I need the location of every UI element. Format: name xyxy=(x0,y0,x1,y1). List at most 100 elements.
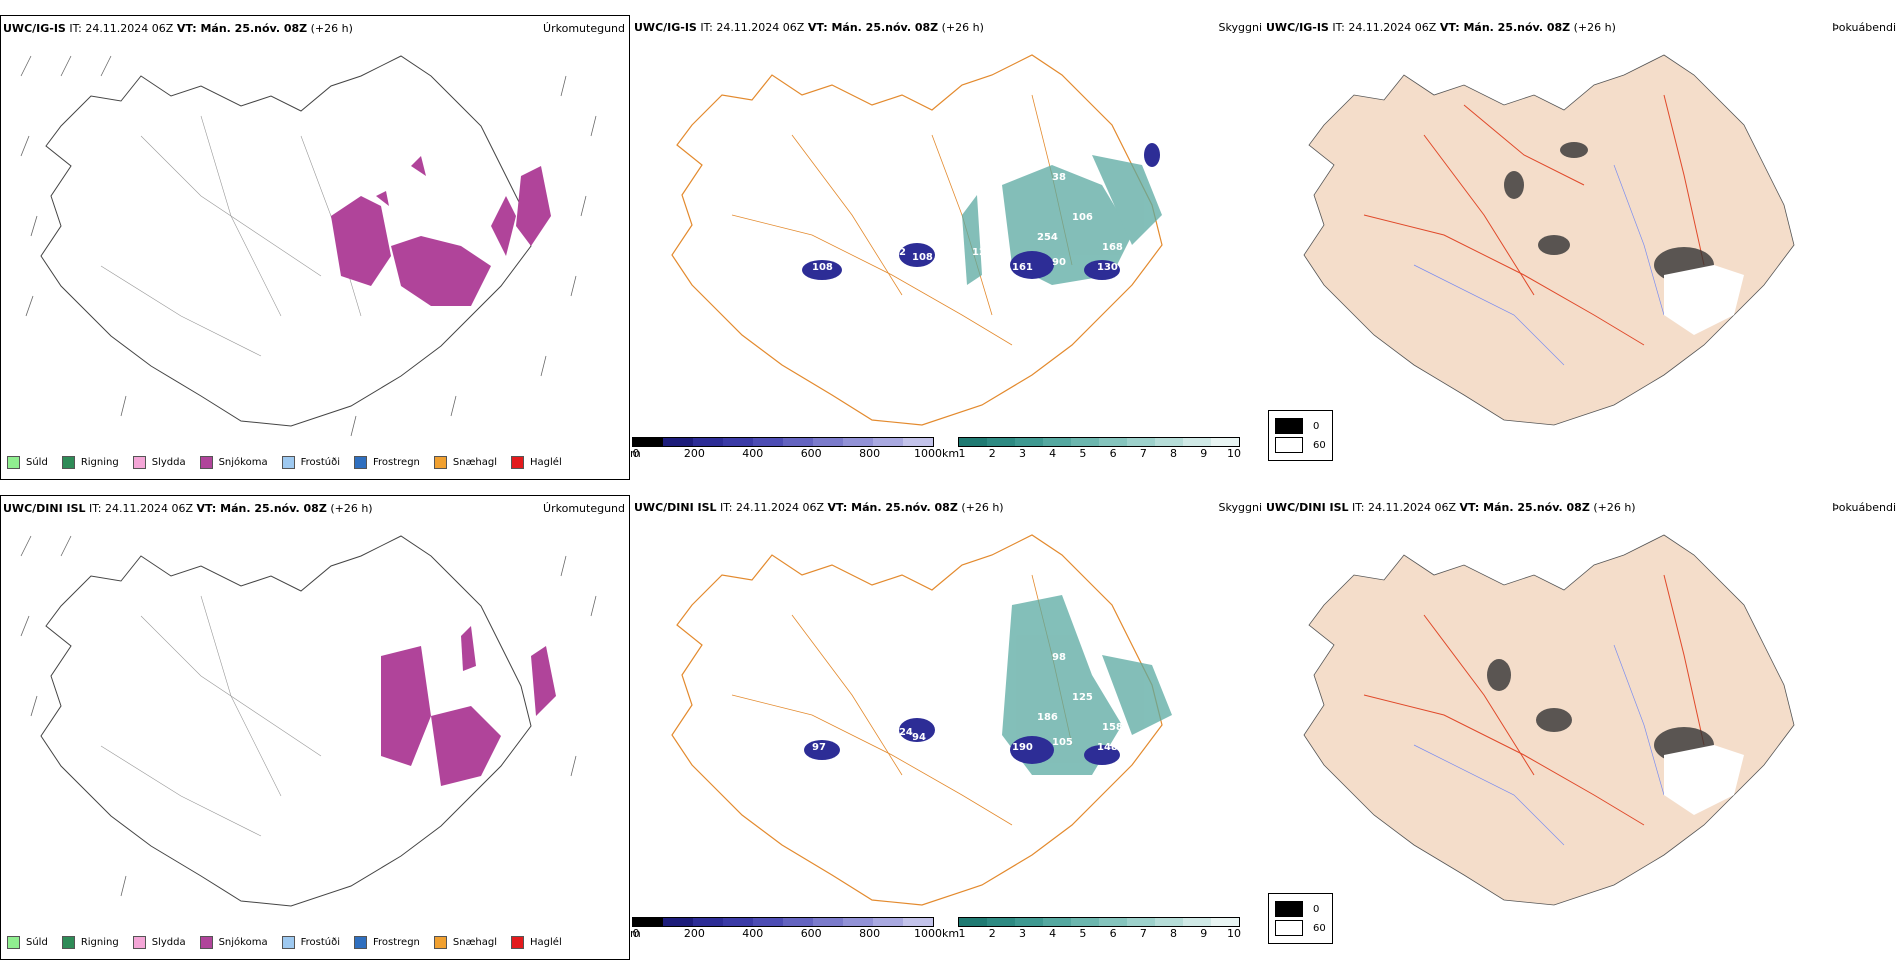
legend-item: Frostúði xyxy=(281,456,340,469)
legend-swatch xyxy=(511,456,525,469)
colorbar-swatches xyxy=(958,917,1240,927)
colorbar-tick: 1 xyxy=(958,447,966,460)
colorbar-swatch xyxy=(873,438,903,446)
colorbar-swatch xyxy=(1127,438,1155,446)
init-time: IT: 24.11.2024 06Z xyxy=(89,502,194,515)
valid-time: VT: Mán. 25.nóv. 08Z xyxy=(1439,21,1571,34)
legend-label: Snæhagl xyxy=(452,457,498,468)
legend-item: Frostúði xyxy=(281,936,340,949)
visibility-value-label: 22 xyxy=(892,247,906,258)
valid-time: VT: Mán. 25.nóv. 08Z xyxy=(196,502,327,515)
legend-swatch xyxy=(199,936,213,949)
colorbar-ticks: 1 2 3 4 5 6 7 8 9 10 xyxy=(958,927,1242,941)
panel-title: Úrkomutegund xyxy=(543,22,625,35)
colorbar-swatch xyxy=(753,918,783,926)
colorbar-tick: 400 xyxy=(742,447,764,460)
colorbar-tick: 10 xyxy=(1227,447,1241,460)
legend-item: Súld xyxy=(7,456,48,469)
valid-time: VT: Mán. 25.nóv. 08Z xyxy=(827,501,958,514)
colorbar-tick: 400 xyxy=(742,927,764,940)
fog-legend-row: 0 xyxy=(1275,901,1326,917)
iceland-map-visibility-top: 38 106 254 22 108 108 121 161 90 168 130 xyxy=(671,54,1163,426)
colorbar-ticks: 0 200 400 600 800 1000 xyxy=(632,447,943,461)
legend-label: Frostúði xyxy=(300,937,340,948)
visibility-value-label: 130 xyxy=(1097,262,1118,273)
fog-legend-label: 0 xyxy=(1313,903,1320,915)
fog-legend-bottom: 0 60 xyxy=(1268,893,1333,944)
fog-legend-swatch xyxy=(1275,418,1303,434)
precip-type-legend: Súld Rigning Slydda Snjókoma Frostúði Frostre… xyxy=(7,936,562,949)
fog-legend-swatch xyxy=(1275,920,1303,936)
visibility-km-colorbar-top: 1 2 3 4 5 6 7 8 9 10 km xyxy=(942,437,1241,461)
colorbar-unit: m xyxy=(630,927,641,940)
colorbar-swatches xyxy=(632,917,934,927)
colorbar-swatch xyxy=(1099,438,1127,446)
iceland-map-precip-top xyxy=(20,55,597,437)
fog-legend-label: 60 xyxy=(1313,922,1326,934)
fog-legend-swatch xyxy=(1275,437,1303,453)
init-time: IT: 24.11.2024 06Z xyxy=(720,501,825,514)
model-label: UWC/IG-IS xyxy=(3,22,66,35)
colorbar-unit: km xyxy=(942,927,960,940)
colorbar-swatch xyxy=(1211,918,1239,926)
colorbar-tick: 6 xyxy=(1109,447,1117,460)
visibility-m-colorbar-top: 0 200 400 600 800 1000 m xyxy=(630,437,943,461)
colorbar-tick: 0 xyxy=(632,447,640,460)
colorbar-tick: 3 xyxy=(1018,447,1026,460)
lead-time: (+26 h) xyxy=(961,501,1004,514)
colorbar-swatch xyxy=(959,918,987,926)
legend-swatch xyxy=(433,936,447,949)
colorbar-swatch xyxy=(813,918,843,926)
legend-swatch xyxy=(354,456,367,469)
colorbar-tick: 5 xyxy=(1079,927,1087,940)
visibility-m-colorbar-bottom: 0 200 400 600 800 1000 m xyxy=(630,917,943,941)
visibility-value-label: 108 xyxy=(812,262,833,273)
colorbar-swatch xyxy=(693,918,723,926)
visibility-km-colorbar-bottom: 1 2 3 4 5 6 7 8 9 10 km xyxy=(942,917,1242,941)
model-label: UWC/IG-IS xyxy=(1266,21,1329,34)
lead-time: (+26 h) xyxy=(941,21,984,34)
colorbar-tick: 4 xyxy=(1049,927,1057,940)
colorbar-tick: 600 xyxy=(800,447,822,460)
colorbar-tick: 1 xyxy=(958,927,966,940)
legend-swatch xyxy=(7,936,20,949)
snow-areas xyxy=(331,156,551,306)
legend-label: Snjókoma xyxy=(218,457,268,468)
visibility-value-label: 90 xyxy=(1052,257,1066,268)
legend-item: Snjókoma xyxy=(199,936,268,949)
visibility-value-label: 158 xyxy=(1102,722,1123,733)
colorbar-swatch xyxy=(959,438,987,446)
colorbar-unit: km xyxy=(942,447,960,460)
legend-item: Rigning xyxy=(61,936,119,949)
colorbar-swatch xyxy=(903,918,933,926)
valid-time: VT: Mán. 25.nóv. 08Z xyxy=(807,21,939,34)
colorbar-swatch xyxy=(663,918,693,926)
colorbar-swatch xyxy=(1099,918,1127,926)
visibility-value-label: 254 xyxy=(1037,232,1058,243)
visibility-value-label: 121 xyxy=(972,247,993,258)
colorbar-tick: 800 xyxy=(859,927,881,940)
precip-type-legend: Súld Rigning Slydda Snjókoma Frostúði Frostre… xyxy=(7,456,562,469)
model-label: UWC/DINI ISL xyxy=(634,501,717,514)
visibility-value-label: 148 xyxy=(1097,742,1118,753)
init-time: IT: 24.11.2024 06Z xyxy=(1332,21,1437,34)
colorbar-swatch xyxy=(753,438,783,446)
colorbar-swatch xyxy=(783,918,813,926)
legend-item: Súld xyxy=(7,936,48,949)
colorbar-swatch xyxy=(1183,438,1211,446)
visibility-value-label: 94 xyxy=(912,732,926,743)
iceland-map-visibility-bottom: 98 125 186 124 97 94 123 190 105 158 148 xyxy=(671,534,1172,906)
colorbar-tick: 200 xyxy=(683,927,705,940)
legend-swatch xyxy=(61,936,75,949)
panel-title: Þokuábendi xyxy=(1832,21,1896,34)
legend-item: Frostregn xyxy=(354,456,420,469)
colorbar-ticks: 0 200 400 600 800 1000 xyxy=(632,927,943,941)
legend-label: Haglél xyxy=(530,937,562,948)
legend-label: Snjókoma xyxy=(218,937,268,948)
colorbar-swatch xyxy=(1127,918,1155,926)
colorbar-swatch xyxy=(1015,918,1043,926)
panel-header: UWC/DINI ISL IT: 24.11.2024 06Z VT: Mán.… xyxy=(3,502,373,515)
colorbar-swatch xyxy=(843,438,873,446)
legend-label: Frostúði xyxy=(300,457,340,468)
lead-time: (+26 h) xyxy=(1593,501,1636,514)
